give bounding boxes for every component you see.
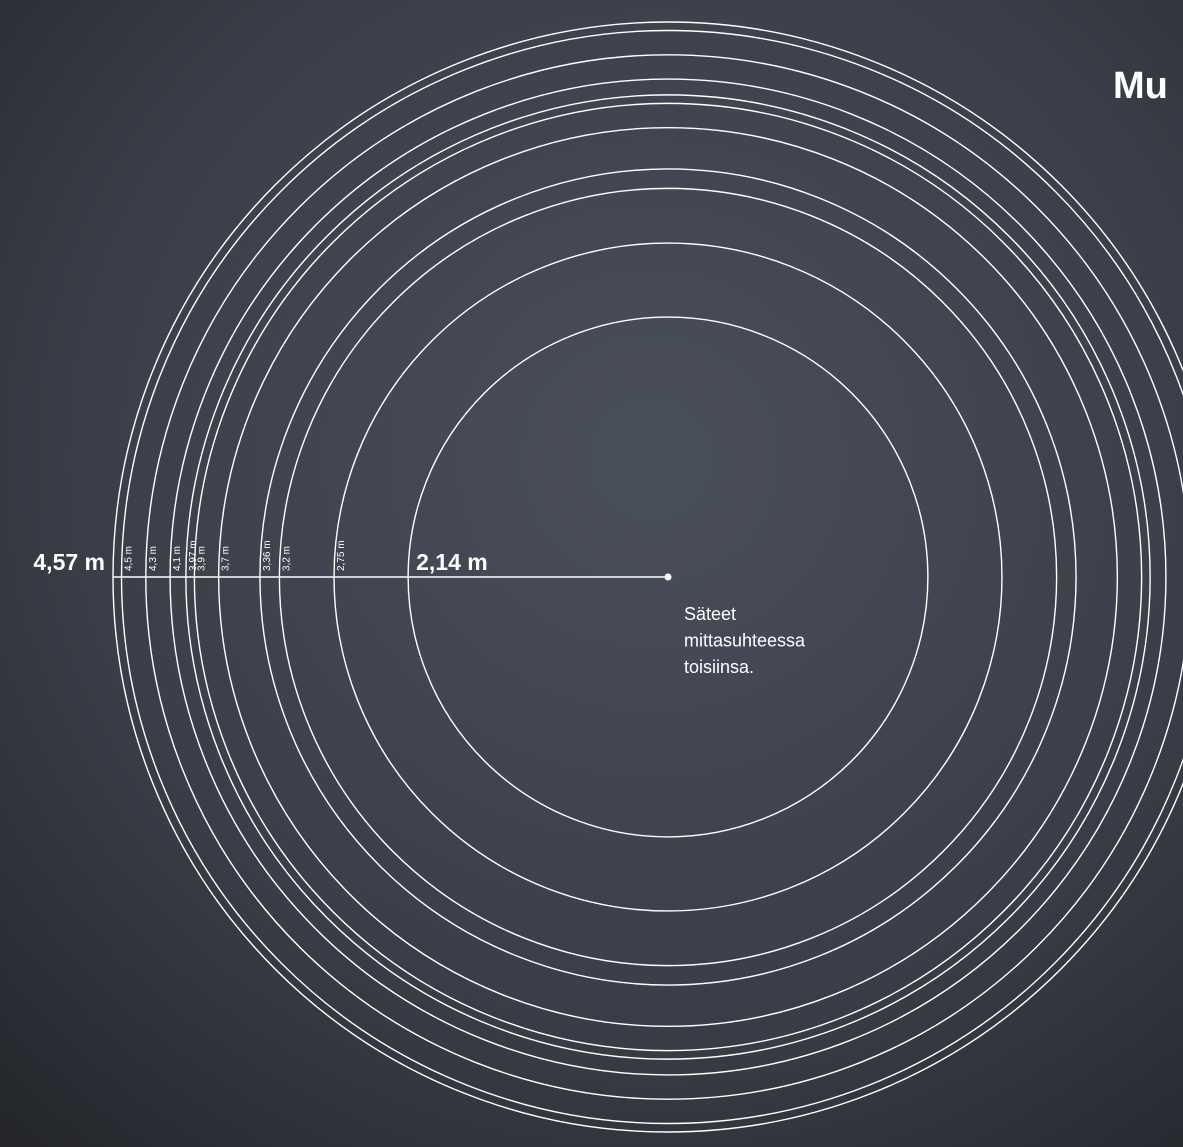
radius-label: 2,75 m: [336, 540, 347, 571]
note: mittasuhteessa: [684, 631, 806, 651]
title: Mu: [1113, 65, 1168, 107]
radius-label: 4,1 m: [172, 546, 183, 571]
center-dot: [664, 573, 672, 581]
radius-label: 4,3 m: [148, 546, 159, 571]
radius-label: 3,36 m: [262, 540, 273, 571]
radius-label: 3,9 m: [196, 546, 207, 571]
radius-label: 4,57 m: [33, 549, 105, 575]
radius-label: 3,97 m: [188, 540, 199, 571]
note: toisiinsa.: [684, 657, 754, 677]
radius-label: 2,14 m: [416, 549, 488, 575]
radius-label: 3,7 m: [221, 546, 232, 571]
radius-label: 3,2 m: [281, 546, 292, 571]
note: Säteet: [684, 604, 736, 624]
radius-label: 4,5 m: [124, 546, 135, 571]
